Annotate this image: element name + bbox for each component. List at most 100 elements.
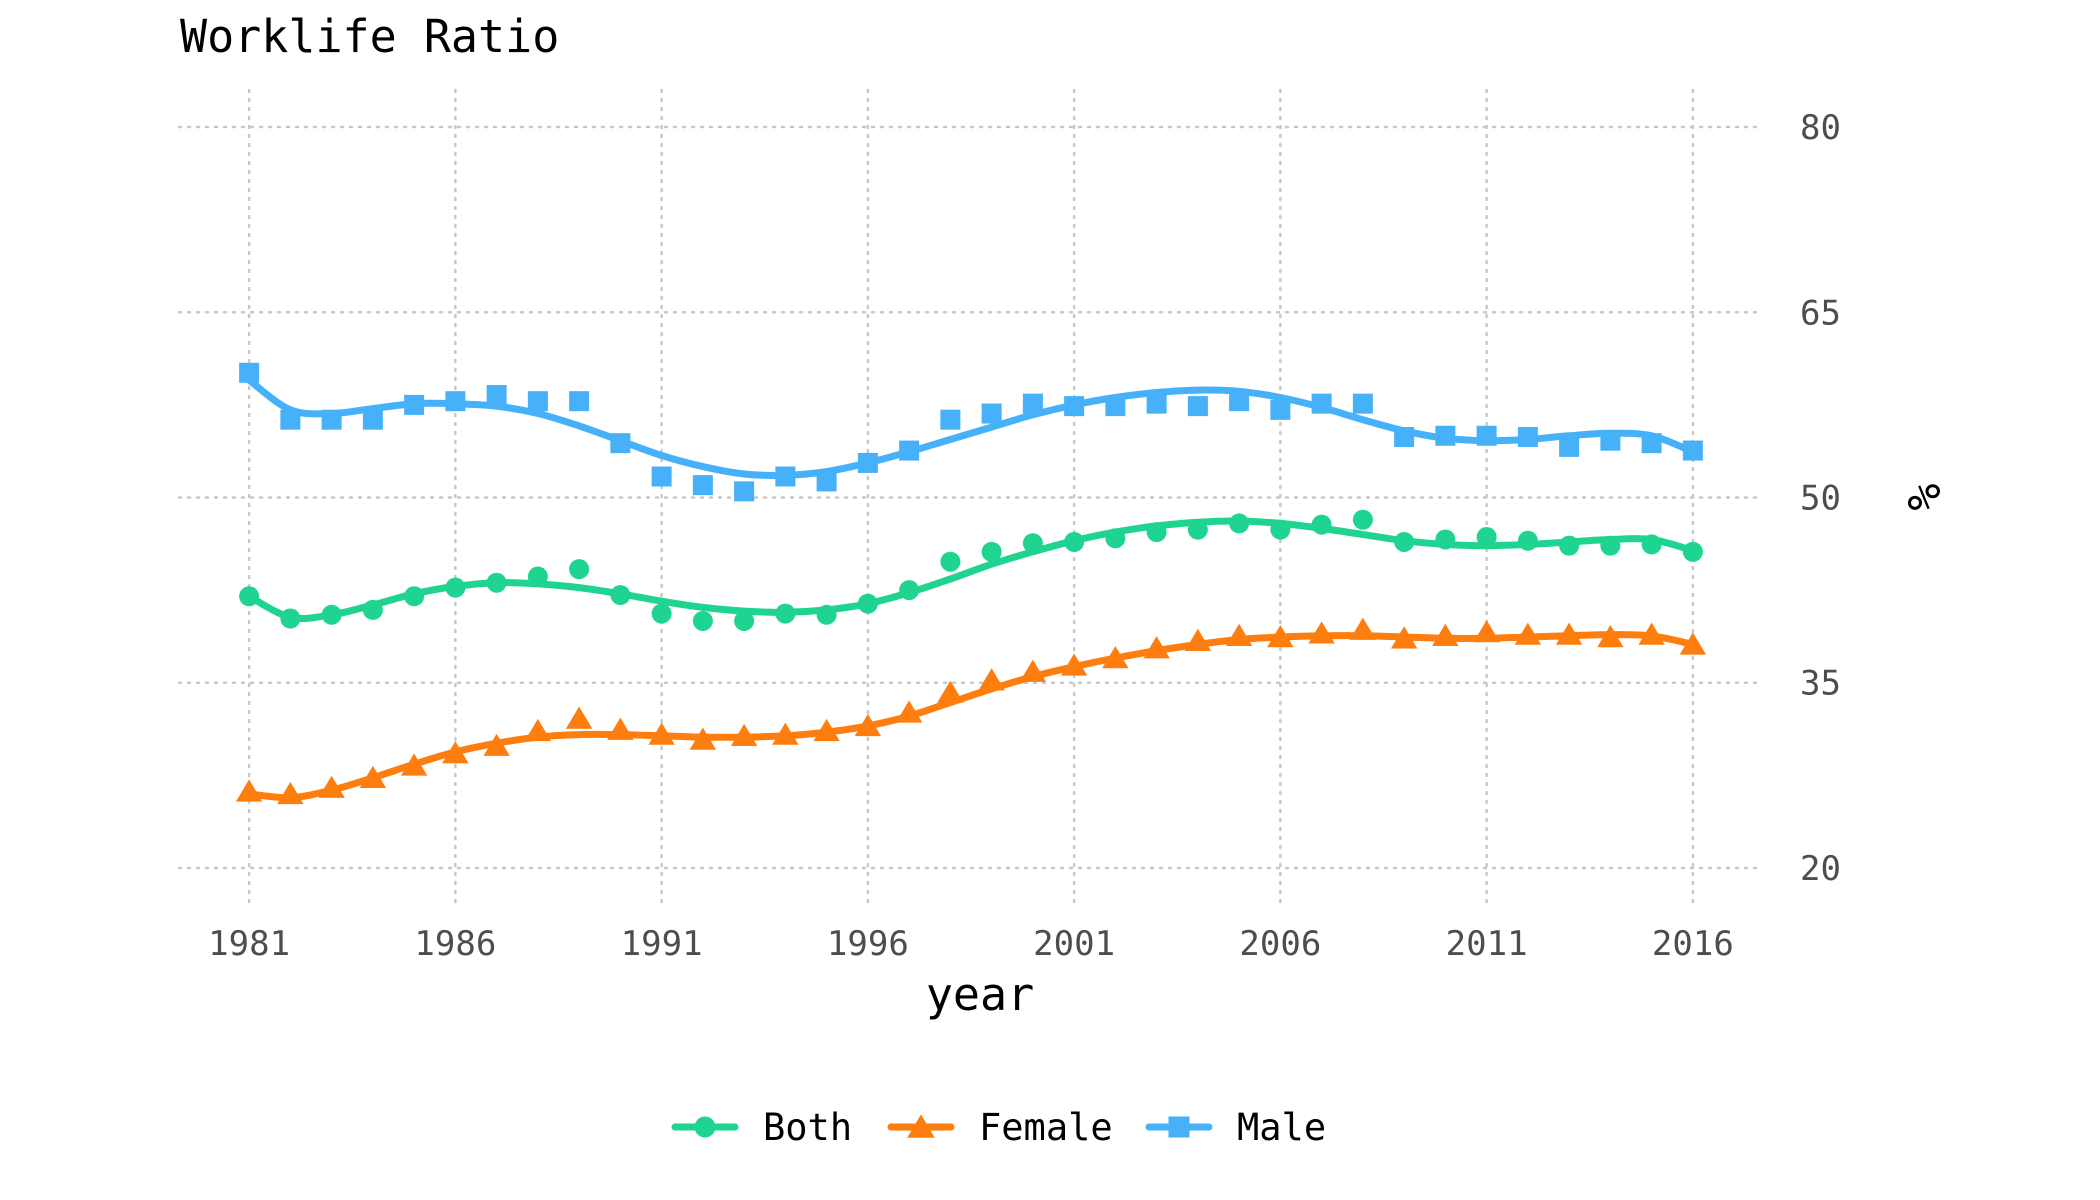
both-data-point xyxy=(1352,509,1373,530)
x-tick-label: 1991 xyxy=(621,924,703,964)
both-data-point xyxy=(857,593,878,614)
legend-label-female: Female xyxy=(979,1106,1113,1149)
male-data-point xyxy=(1435,425,1456,446)
male-data-point xyxy=(486,385,507,406)
y-tick-label: 80 xyxy=(1800,108,1841,148)
male-data-point xyxy=(1064,396,1085,417)
x-tick-label: 2011 xyxy=(1446,924,1528,964)
both-data-point xyxy=(404,586,425,607)
male-data-point xyxy=(981,403,1002,424)
female-data-point xyxy=(1267,625,1294,648)
female-data-point xyxy=(483,733,510,756)
x-axis-title: year xyxy=(926,968,1034,1021)
x-tick-label: 1996 xyxy=(827,924,909,964)
female-data-point xyxy=(1473,620,1500,643)
male-data-point xyxy=(734,481,755,502)
female-data-point xyxy=(854,713,882,737)
male-data-point xyxy=(1641,433,1662,454)
male-data-point xyxy=(1187,396,1208,417)
grid-lines xyxy=(177,88,1765,907)
legend-marker-both xyxy=(694,1116,716,1138)
both-data-point xyxy=(899,580,920,601)
female-data-point xyxy=(1390,626,1418,649)
both-data-point xyxy=(1105,528,1126,549)
female-data-point xyxy=(318,775,345,798)
both-data-point xyxy=(1435,529,1456,550)
y-tick-label: 35 xyxy=(1800,664,1841,704)
female-data-point xyxy=(772,722,799,745)
both-data-point xyxy=(1641,534,1662,555)
both-data-point xyxy=(610,585,631,606)
both-data-point xyxy=(1517,530,1538,551)
female-data-point xyxy=(359,765,387,789)
female-data-point xyxy=(978,668,1005,691)
male-data-point xyxy=(569,391,590,412)
both-data-point xyxy=(1476,527,1497,548)
female-data-point xyxy=(524,718,552,742)
tick-labels: 20 35 50 65 80 1981 1986 1991 1996 2001 2006 2011 20… xyxy=(208,108,1841,964)
male-data-point xyxy=(1352,393,1373,414)
both-smooth-line xyxy=(245,517,1697,623)
both-data-point xyxy=(362,599,383,620)
female-data-point xyxy=(1102,646,1129,669)
legend-label-male: Male xyxy=(1237,1106,1326,1149)
both-data-point xyxy=(1682,541,1703,562)
male-data-point xyxy=(280,409,301,430)
both-data-point xyxy=(527,566,548,587)
female-data-point xyxy=(1432,623,1459,647)
both-data-point xyxy=(692,610,713,631)
y-tick-label: 65 xyxy=(1800,293,1841,333)
y-tick-label: 50 xyxy=(1800,479,1841,519)
both-data-point xyxy=(816,604,837,625)
both-data-point xyxy=(1064,531,1085,552)
legend-label-both: Both xyxy=(763,1106,852,1149)
female-data-point xyxy=(1555,622,1583,645)
both-data-point xyxy=(1187,519,1208,540)
female-data-point xyxy=(1597,625,1624,648)
x-tick-label: 2001 xyxy=(1033,924,1115,964)
female-data-point xyxy=(1308,621,1335,644)
x-tick-label: 1981 xyxy=(208,924,290,964)
male-data-point xyxy=(899,440,920,461)
female-data-point xyxy=(1060,653,1088,676)
legend-marker-male xyxy=(1168,1116,1190,1138)
male-data-point xyxy=(1105,396,1126,417)
female-data-point xyxy=(1184,628,1212,651)
female-data-point xyxy=(607,717,634,740)
male-data-point xyxy=(1559,436,1580,457)
male-data-point xyxy=(1270,399,1291,420)
both-data-point xyxy=(1229,513,1250,534)
both-data-point xyxy=(775,603,796,624)
legend-marker-female xyxy=(907,1114,935,1138)
male-data-point xyxy=(775,466,796,487)
female-data-point xyxy=(730,723,758,747)
both-data-point xyxy=(1022,533,1043,554)
female-data-point xyxy=(895,700,923,723)
both-data-point xyxy=(321,604,342,625)
female-data-point xyxy=(1349,617,1377,640)
both-data-point xyxy=(981,541,1002,562)
male-data-point xyxy=(321,409,342,430)
both-data-point xyxy=(445,577,466,598)
male-data-point xyxy=(239,362,260,383)
female-smooth-line xyxy=(245,631,1697,802)
chart-title: Worklife Ratio xyxy=(180,10,560,63)
female-data-point xyxy=(235,779,263,802)
male-data-point xyxy=(404,394,425,415)
male-data-point xyxy=(527,391,548,412)
female-data-point xyxy=(277,781,304,805)
male-data-point xyxy=(1022,393,1043,414)
female-data-point xyxy=(400,753,428,776)
female-data-point xyxy=(648,722,675,745)
legend: Both Female Male xyxy=(671,1106,1326,1149)
female-data-point xyxy=(1225,623,1253,647)
smooth-lines xyxy=(245,376,1697,802)
data-points xyxy=(235,362,1707,805)
male-data-point xyxy=(1682,440,1703,461)
both-data-point xyxy=(940,551,961,572)
both-data-point xyxy=(239,586,260,607)
male-data-point xyxy=(1394,426,1415,447)
male-data-point xyxy=(610,433,631,454)
both-data-point xyxy=(1559,535,1580,556)
